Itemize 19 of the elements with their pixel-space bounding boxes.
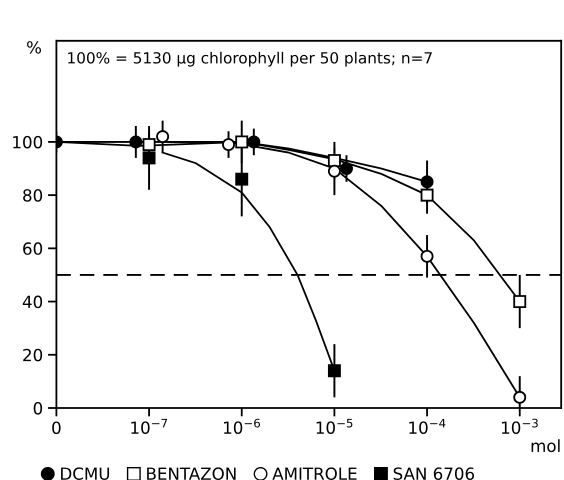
x-tick-label: 10$^{−3}$: [502, 418, 538, 434]
x-tick-label: 10$^{−4}$: [409, 418, 446, 434]
legend-label: SAN 6706: [394, 467, 474, 480]
y-tick-label: 0: [34, 402, 42, 415]
y-tick-label: 80: [23, 189, 42, 202]
x-tick-label: 10$^{−5}$: [316, 418, 352, 434]
x-tick-label: 0: [52, 421, 61, 434]
y-tick-label: 60: [23, 242, 42, 255]
x-tick-label: 10$^{−7}$: [131, 418, 168, 434]
y-tick-label: 40: [22, 296, 42, 308]
y-tick-label: 100: [13, 136, 42, 148]
legend-label: BENTAZON: [147, 467, 236, 480]
y-axis-title: %: [27, 41, 42, 54]
x-tick-label: 10$^{−6}$: [224, 418, 260, 434]
legend-label: AMITROLE: [272, 467, 357, 480]
legend-label: DCMU: [61, 467, 110, 480]
annotation: 100% = 5130 µg chlorophyll per 50 plants; n=7: [68, 52, 432, 67]
y-tick-label: 20: [23, 348, 42, 362]
x-axis-title: mol: [532, 439, 560, 452]
